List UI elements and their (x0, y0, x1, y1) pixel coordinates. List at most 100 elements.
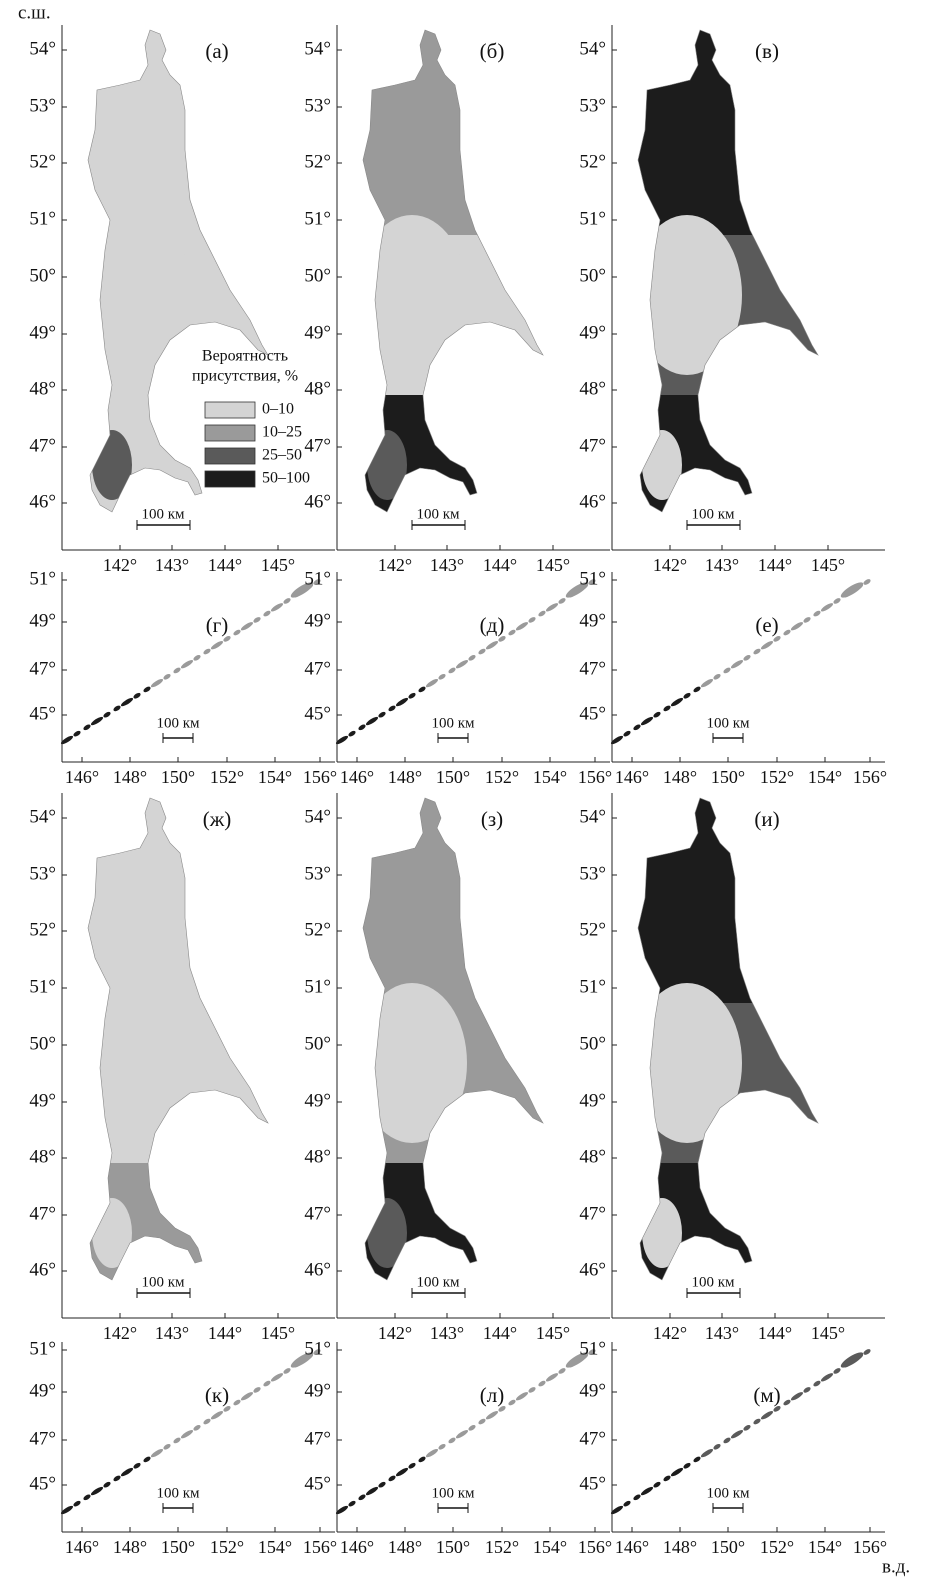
lat-tick-label: 52° (29, 151, 56, 172)
lon-tick-label: 142° (378, 1323, 412, 1343)
lat-tick-label: 48° (579, 1146, 606, 1167)
lat-tick-label: 46° (29, 1259, 56, 1280)
zone (642, 430, 682, 500)
island-kuril (652, 711, 661, 719)
map-panel: 54°53°52°51°50°49°48°47°46°142°143°144°1… (579, 25, 885, 575)
scale-label: 100 км (141, 1274, 185, 1290)
lat-tick-label: 50° (579, 265, 606, 286)
lon-tick-label: 150° (161, 767, 195, 787)
lon-tick-label: 148° (663, 767, 697, 787)
island-kuril (437, 673, 446, 681)
lat-tick-label: 46° (304, 1259, 331, 1280)
panel-label: (г) (206, 613, 229, 637)
island-kuril (670, 1467, 684, 1478)
legend-label: 0–10 (262, 401, 294, 418)
island-kuril (150, 1448, 164, 1459)
lon-tick-label: 146° (340, 1537, 374, 1557)
lat-tick-label: 46° (579, 1259, 606, 1280)
lat-tick-label: 53° (579, 863, 606, 884)
lat-tick-label: 50° (29, 1033, 56, 1054)
panel-label: (л) (480, 1383, 504, 1407)
island-kuril (262, 610, 271, 618)
island-kuril (730, 659, 744, 670)
lat-tick-label: 45° (29, 703, 56, 724)
island-kuril (90, 715, 104, 726)
lat-tick-label: 47° (579, 658, 606, 679)
island-kuril (347, 1500, 356, 1508)
lon-tick-label: 145° (536, 555, 570, 575)
island-kuril (377, 711, 386, 719)
lon-tick-label: 150° (711, 767, 745, 787)
lat-tick-label: 49° (579, 610, 606, 631)
island-kuril (112, 1474, 121, 1482)
island-kuril (395, 1467, 409, 1478)
lon-tick-label: 142° (653, 1323, 687, 1343)
lat-tick-label: 47° (29, 658, 56, 679)
island-kuril (447, 666, 456, 674)
island-kuril (232, 1399, 241, 1407)
island-kuril (252, 1386, 261, 1394)
island-kuril (632, 1493, 641, 1501)
lon-tick-label: 150° (436, 767, 470, 787)
lat-tick-label: 51° (579, 976, 606, 997)
map-panel: 51°49°47°45°146°148°150°152°154°156°100 … (579, 1338, 887, 1557)
lat-tick-label: 47° (29, 1428, 56, 1449)
island-kuril (417, 1455, 426, 1463)
island-kuril (557, 597, 566, 605)
lon-tick-label: 154° (533, 767, 567, 787)
lat-tick-label: 48° (304, 378, 331, 399)
island-kuril (162, 673, 171, 681)
lat-tick-label: 49° (29, 1090, 56, 1111)
map-panel: 54°53°52°51°50°49°48°47°46°142°143°144°1… (29, 793, 335, 1343)
lon-tick-label: 142° (103, 1323, 137, 1343)
island-kuril (377, 1481, 386, 1489)
island-kuril (387, 704, 396, 712)
lat-tick-label: 48° (29, 378, 56, 399)
lat-tick-label: 48° (579, 378, 606, 399)
lat-tick-label: 49° (304, 1090, 331, 1111)
figure: с.ш. в.д. 54°53°52°51°50°49°48°47°46°142… (0, 0, 933, 1581)
zone (92, 1198, 132, 1268)
lat-tick-label: 49° (29, 322, 56, 343)
island-kuril (202, 1418, 211, 1426)
scale-label: 100 км (156, 715, 200, 731)
lat-tick-label: 49° (304, 1380, 331, 1401)
lon-tick-label: 148° (113, 767, 147, 787)
island-kuril (802, 616, 811, 624)
island-kuril (270, 602, 284, 613)
lon-tick-label: 145° (261, 555, 295, 575)
lat-tick-label: 51° (304, 208, 331, 229)
lon-tick-label: 145° (261, 1323, 295, 1343)
lat-tick-label: 49° (579, 1090, 606, 1111)
island-kuril (782, 629, 791, 637)
map-panel: 51°49°47°45°146°148°150°152°154°156°100 … (304, 1338, 612, 1557)
lat-tick-label: 47° (29, 1203, 56, 1224)
lat-tick-label: 50° (304, 1033, 331, 1054)
legend-label: 25–50 (262, 447, 302, 464)
map-panel: 51°49°47°45°146°148°150°152°154°156°100 … (29, 568, 337, 787)
island-kuril (790, 621, 804, 632)
map-panel: 54°53°52°51°50°49°48°47°46°142°143°144°1… (579, 793, 885, 1343)
island-kuril (700, 678, 714, 689)
lat-tick-label: 51° (579, 1338, 606, 1359)
island-kuril (437, 1443, 446, 1451)
island-kuril (692, 1455, 701, 1463)
island-kuril (537, 610, 546, 618)
lon-tick-label: 146° (615, 1537, 649, 1557)
lat-tick-label: 49° (579, 1380, 606, 1401)
island-kuril (82, 723, 91, 731)
island-kuril (467, 654, 476, 662)
island-kuril (722, 1436, 731, 1444)
island-kuril (700, 1448, 714, 1459)
island-kuril (132, 692, 141, 700)
island-kuril (545, 1372, 559, 1383)
island-kuril (812, 610, 821, 618)
island-kuril (252, 616, 261, 624)
lon-tick-label: 146° (340, 767, 374, 787)
island-kuril (347, 730, 356, 738)
lat-tick-label: 48° (304, 1146, 331, 1167)
zone (82, 983, 192, 1143)
lat-tick-label: 45° (579, 1473, 606, 1494)
island-kuril (790, 1391, 804, 1402)
lon-tick-label: 148° (663, 1537, 697, 1557)
